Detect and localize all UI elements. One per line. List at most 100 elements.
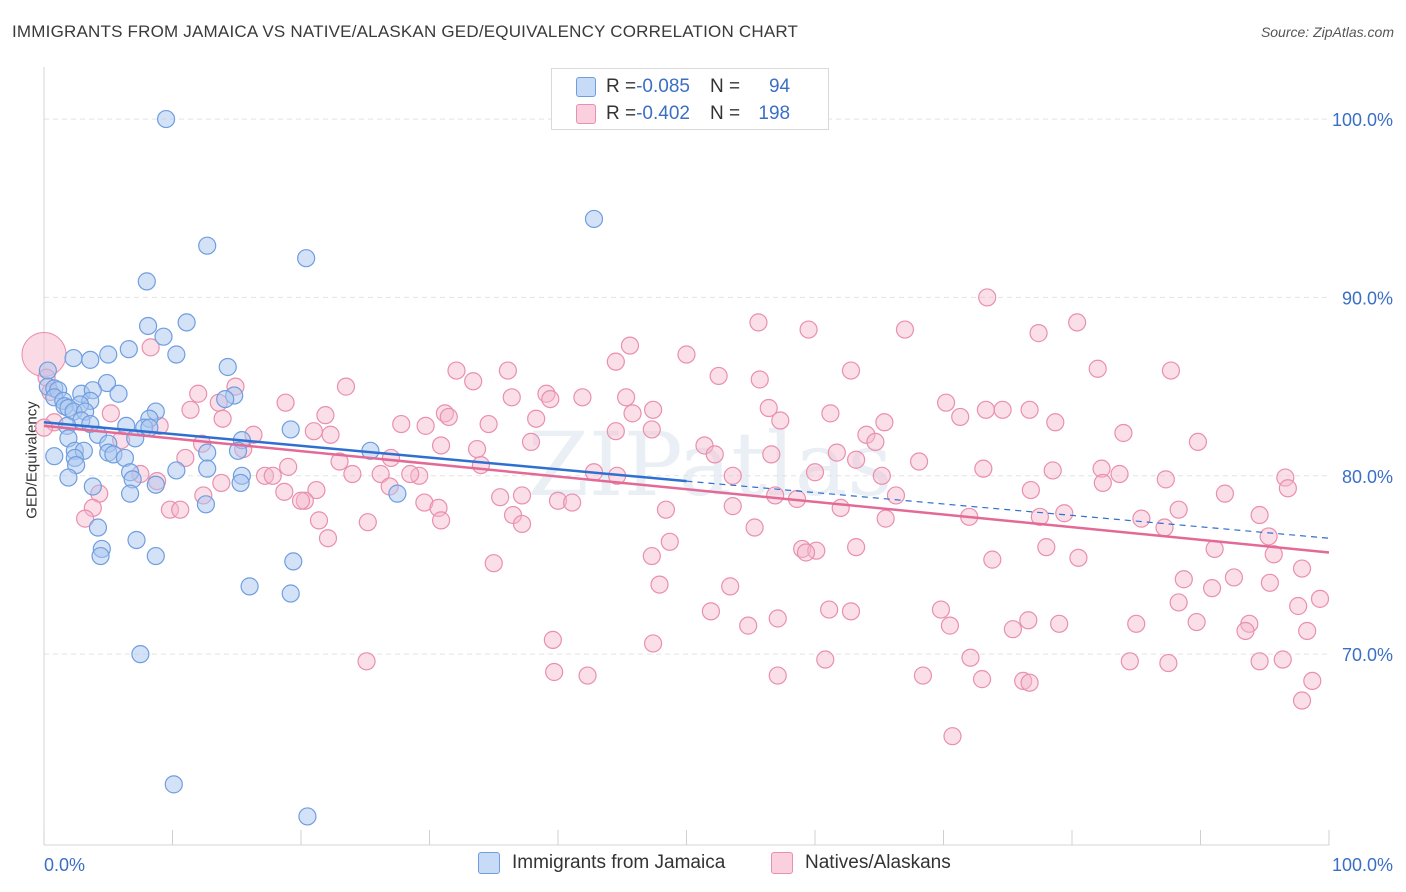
legend-label-natives: Natives/Alaskans — [805, 852, 951, 873]
data-point-natives — [431, 511, 451, 530]
data-point-natives — [660, 532, 679, 551]
data-point-natives — [212, 473, 231, 493]
data-point-natives — [304, 422, 323, 441]
data-point-natives — [1110, 464, 1129, 484]
stats-legend: R = -0.085 N = 94 R = -0.402 N = 198 — [551, 68, 829, 130]
data-point-natives — [101, 404, 120, 423]
data-point-natives — [1292, 691, 1312, 710]
data-point-natives — [617, 388, 636, 407]
data-point-natives — [766, 486, 785, 505]
data-point-natives — [1174, 570, 1193, 589]
data-point-natives — [1030, 507, 1049, 526]
data-point-natives — [816, 650, 835, 669]
trendline-natives — [43, 424, 1330, 554]
data-point-natives — [1088, 359, 1107, 378]
data-point-jamaica — [91, 546, 110, 566]
data-point-jamaica — [156, 109, 176, 129]
stats-row-jamaica: R = -0.085 N = 94 — [552, 74, 790, 100]
stats-row-natives: R = -0.402 N = 198 — [552, 101, 790, 127]
r-value: -0.402 — [636, 103, 690, 124]
data-point-jamaica — [154, 327, 173, 346]
data-point-jamaica — [240, 577, 259, 596]
data-point-natives — [1169, 593, 1188, 612]
data-point-natives — [723, 497, 742, 516]
data-point-natives — [295, 491, 314, 510]
data-point-natives — [709, 366, 728, 386]
data-point-natives — [512, 486, 532, 505]
data-point-jamaica — [45, 447, 64, 466]
data-point-jamaica — [231, 473, 250, 493]
data-point-natives — [1020, 673, 1039, 692]
data-point-natives — [841, 361, 861, 380]
data-point-jamaica — [198, 443, 217, 462]
y-tick-label: 80.0% — [1342, 467, 1393, 487]
data-point-natives — [936, 393, 956, 412]
r-label: R = — [606, 76, 637, 97]
data-point-jamaica — [388, 484, 407, 503]
data-point-natives — [943, 727, 962, 746]
data-point-natives — [291, 491, 311, 510]
data-point-natives — [762, 445, 781, 464]
data-point-jamaica — [64, 348, 83, 368]
data-point-natives — [866, 432, 885, 452]
data-point-jamaica — [146, 546, 165, 566]
data-point-jamaica — [196, 495, 216, 514]
data-point-natives — [1264, 545, 1283, 564]
data-point-natives — [768, 609, 787, 628]
data-point-natives — [1127, 614, 1146, 633]
series-jamaica-points — [38, 109, 604, 826]
data-point-natives — [951, 407, 970, 427]
data-point-natives — [827, 443, 846, 462]
data-point-natives — [677, 345, 696, 364]
data-point-natives — [1289, 596, 1308, 616]
data-point-natives — [1021, 480, 1040, 500]
n-value: 94 — [768, 76, 791, 97]
y-tick-label: 90.0% — [1342, 288, 1393, 308]
data-point-natives — [976, 400, 996, 419]
data-point-natives — [336, 377, 356, 396]
data-point-natives — [1159, 653, 1178, 673]
data-point-natives — [181, 400, 200, 419]
data-point-natives — [1092, 459, 1111, 478]
data-point-natives — [563, 493, 582, 512]
data-point-natives — [623, 404, 642, 423]
data-point-natives — [189, 384, 208, 403]
data-point-natives — [1188, 432, 1208, 452]
data-point-natives — [521, 432, 541, 452]
data-point-natives — [1043, 461, 1062, 480]
legend-item-jamaica[interactable]: Immigrants from Jamaica — [478, 852, 725, 874]
data-point-natives — [316, 406, 335, 425]
data-point-jamaica — [109, 384, 128, 403]
legend-item-natives[interactable]: Natives/Alaskans — [771, 852, 951, 874]
data-point-natives — [1014, 671, 1033, 691]
data-point-natives — [491, 488, 510, 507]
trend-lines — [43, 421, 1330, 554]
data-point-jamaica — [119, 340, 138, 359]
watermark: ZIPatlas — [528, 413, 893, 516]
data-point-jamaica — [167, 345, 186, 364]
r-label: R = — [606, 103, 637, 124]
data-point-natives — [876, 509, 895, 528]
data-point-natives — [650, 575, 669, 594]
data-point-natives — [643, 400, 663, 419]
chart-source: Source: ZipAtlas.com — [1260, 24, 1394, 40]
data-point-natives — [723, 466, 742, 485]
data-point-natives — [1055, 504, 1074, 523]
data-point-natives — [357, 652, 376, 671]
data-point-natives — [940, 616, 960, 635]
data-point-natives — [745, 518, 764, 537]
data-point-natives — [875, 413, 894, 432]
data-point-natives — [1019, 611, 1038, 630]
data-point-jamaica — [120, 484, 140, 503]
data-point-natives — [886, 486, 906, 505]
data-point-natives — [1093, 473, 1112, 493]
data-point-natives — [913, 666, 933, 685]
data-point-natives — [1224, 568, 1244, 587]
n-label: N = — [709, 76, 741, 97]
data-point-natives — [275, 482, 294, 501]
data-point-natives — [276, 393, 295, 412]
data-point-natives — [983, 550, 1002, 569]
data-point-natives — [656, 500, 676, 519]
data-point-natives — [141, 338, 160, 357]
data-point-natives — [1276, 468, 1295, 487]
